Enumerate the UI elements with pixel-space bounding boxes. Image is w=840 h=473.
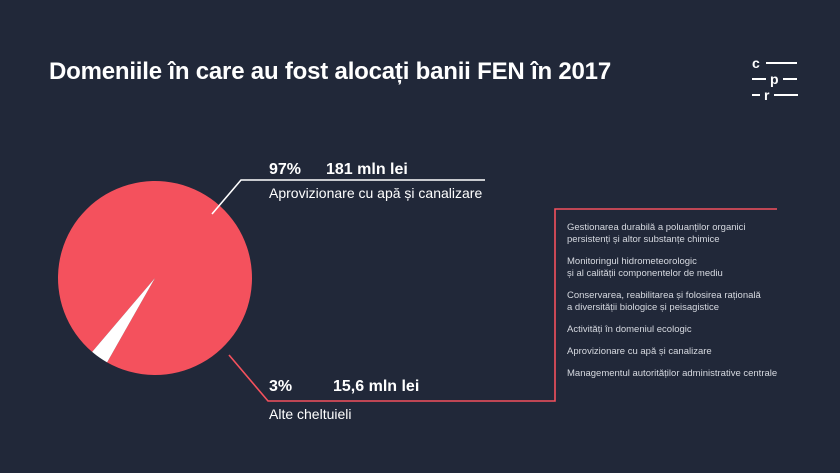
leader-line-major [211, 179, 485, 215]
brand-logo: c p r [752, 56, 802, 102]
logo-letter-c: c [752, 55, 760, 71]
breakdown-item: Monitoringul hidrometeorologic și al cal… [567, 256, 723, 279]
logo-line [752, 78, 766, 80]
logo-line [752, 94, 760, 96]
pie-slice-major [57, 180, 252, 375]
logo-row-r: r [752, 87, 799, 103]
chart-title: Domeniile în care au fost alocați banii … [49, 58, 611, 85]
logo-row-c: c [752, 56, 797, 70]
logo-line [765, 62, 797, 64]
logo-letter-p: p [770, 71, 779, 87]
breakdown-list: Gestionarea durabilă a poluanților organ… [567, 222, 807, 390]
breakdown-item: Gestionarea durabilă a poluanților organ… [567, 222, 746, 245]
logo-row-p: p [752, 72, 797, 86]
pie-slices [57, 180, 252, 375]
logo-line [774, 94, 799, 96]
breakdown-item: Aprovizionare cu apă și canalizare [567, 346, 712, 357]
logo-letter-r: r [764, 87, 770, 103]
breakdown-item: Conservarea, reabilitarea și folosirea r… [567, 290, 761, 313]
leader-line-minor [228, 208, 777, 402]
major-amount: 181 mln lei [326, 161, 408, 178]
breakdown-item: Activități în domeniul ecologic [567, 324, 692, 335]
pie-slice-minor [92, 278, 155, 363]
minor-percent: 3% [269, 378, 293, 395]
minor-label: Alte cheltuieli [269, 406, 352, 422]
logo-line [782, 78, 797, 80]
major-label: Aprovizionare cu apă și canalizare [269, 185, 483, 201]
major-percent: 97% [269, 161, 302, 178]
breakdown-item: Managementul autorităților administrativ… [567, 368, 778, 379]
minor-amount: 15,6 mln lei [333, 378, 420, 395]
